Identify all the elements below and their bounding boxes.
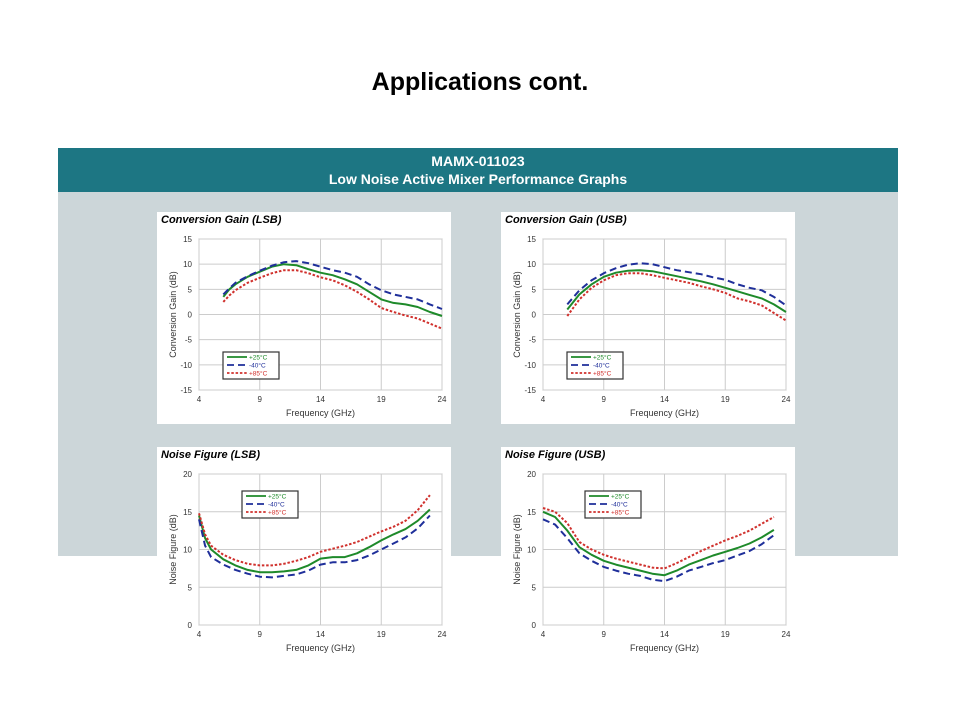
y-tick-label: 0 bbox=[532, 311, 537, 320]
chart-svg: Conversion Gain (USB) 15 10 5 0 -5 -10 -15 4 9 14 1… bbox=[505, 214, 791, 418]
x-tick-label: 24 bbox=[782, 395, 791, 404]
series-line bbox=[542, 507, 775, 570]
x-tick-label: 4 bbox=[197, 630, 202, 639]
chart-title: Noise Figure (USB) bbox=[505, 449, 606, 461]
legend-label: -40°C bbox=[611, 501, 628, 509]
series-line bbox=[222, 260, 443, 310]
y-axis-label: Conversion Gain (dB) bbox=[512, 271, 522, 358]
x-tick-label: 14 bbox=[316, 630, 325, 639]
x-tick-label: 24 bbox=[438, 630, 447, 639]
chart-svg: Conversion Gain (LSB) 15 10 5 0 -5 -10 -15 4 9 14 1… bbox=[161, 214, 447, 418]
y-tick-label: -10 bbox=[180, 361, 192, 370]
x-tick-label: 4 bbox=[197, 395, 202, 404]
series-line bbox=[542, 518, 775, 583]
series-line bbox=[198, 508, 431, 574]
x-tick-label: 19 bbox=[377, 395, 386, 404]
y-tick-label: -5 bbox=[185, 336, 193, 345]
y-tick-label: 15 bbox=[183, 235, 192, 244]
chart-conversion-gain-lsb: Conversion Gain (LSB) 15 10 5 0 -5 -10 -15 4 9 14 1… bbox=[157, 212, 451, 424]
y-tick-label: 10 bbox=[527, 260, 536, 269]
y-tick-label: 0 bbox=[188, 311, 193, 320]
y-tick-label: 5 bbox=[532, 583, 537, 592]
y-tick-label: 20 bbox=[527, 470, 536, 479]
x-tick-label: 9 bbox=[258, 630, 263, 639]
x-tick-label: 9 bbox=[602, 395, 607, 404]
x-tick-label: 14 bbox=[660, 630, 669, 639]
chart-title: Noise Figure (LSB) bbox=[161, 449, 260, 461]
x-axis-label: Frequency (GHz) bbox=[630, 643, 699, 653]
legend-label: +85°C bbox=[268, 509, 287, 517]
chart-title: Conversion Gain (LSB) bbox=[161, 214, 282, 226]
legend-label: +85°C bbox=[249, 370, 268, 378]
y-tick-label: 10 bbox=[527, 546, 536, 555]
x-tick-label: 4 bbox=[541, 395, 546, 404]
x-axis-label: Frequency (GHz) bbox=[286, 643, 355, 653]
y-tick-label: 15 bbox=[527, 235, 536, 244]
x-tick-label: 19 bbox=[721, 630, 730, 639]
chart-title: Conversion Gain (USB) bbox=[505, 214, 627, 226]
y-tick-label: 15 bbox=[527, 508, 536, 517]
x-tick-label: 24 bbox=[438, 395, 447, 404]
legend-label: +25°C bbox=[268, 493, 287, 501]
series-line bbox=[542, 510, 775, 577]
x-axis-label: Frequency (GHz) bbox=[286, 408, 355, 418]
x-axis-label: Frequency (GHz) bbox=[630, 408, 699, 418]
x-tick-label: 9 bbox=[258, 395, 263, 404]
y-tick-label: 5 bbox=[532, 285, 537, 294]
legend-label: +85°C bbox=[593, 370, 612, 378]
legend-label: -40°C bbox=[593, 362, 610, 370]
series-line bbox=[198, 514, 431, 579]
x-tick-label: 24 bbox=[782, 630, 791, 639]
part-number: MAMX-011023 bbox=[431, 153, 525, 169]
series-line bbox=[222, 269, 443, 330]
y-tick-label: 0 bbox=[188, 621, 193, 630]
legend-label: +25°C bbox=[593, 354, 612, 362]
legend: +25°C-40°C+85°C bbox=[241, 490, 299, 519]
y-tick-label: -15 bbox=[524, 386, 536, 395]
legend-label: -40°C bbox=[268, 501, 285, 509]
legend: +25°C-40°C+85°C bbox=[566, 351, 624, 380]
x-tick-label: 4 bbox=[541, 630, 546, 639]
legend-label: -40°C bbox=[249, 362, 266, 370]
y-axis-label: Noise Figure (dB) bbox=[512, 514, 522, 585]
chart-svg: Noise Figure (LSB) 20 15 10 5 04 9 14 19 24 Freque… bbox=[161, 449, 447, 653]
legend-label: +85°C bbox=[611, 509, 630, 517]
x-tick-label: 14 bbox=[660, 395, 669, 404]
y-axis-label: Conversion Gain (dB) bbox=[168, 271, 178, 358]
series-line bbox=[566, 272, 787, 322]
x-tick-label: 19 bbox=[721, 395, 730, 404]
chart-svg: Noise Figure (USB) 20 15 10 5 04 9 14 19 24 Freque… bbox=[505, 449, 791, 653]
x-tick-label: 14 bbox=[316, 395, 325, 404]
y-axis-label: Noise Figure (dB) bbox=[168, 514, 178, 585]
chart-conversion-gain-usb: Conversion Gain (USB) 15 10 5 0 -5 -10 -15 4 9 14 1… bbox=[501, 212, 795, 424]
y-tick-label: 20 bbox=[183, 470, 192, 479]
y-tick-label: 5 bbox=[188, 583, 193, 592]
legend: +25°C-40°C+85°C bbox=[584, 490, 642, 519]
y-tick-label: 10 bbox=[183, 546, 192, 555]
x-tick-label: 19 bbox=[377, 630, 386, 639]
slide-title: Applications cont. bbox=[371, 68, 589, 96]
y-tick-label: -15 bbox=[180, 386, 192, 395]
legend-label: +25°C bbox=[249, 354, 268, 362]
y-tick-label: 15 bbox=[183, 508, 192, 517]
y-tick-label: -10 bbox=[524, 361, 536, 370]
y-tick-label: 0 bbox=[532, 621, 537, 630]
legend: +25°C-40°C+85°C bbox=[222, 351, 280, 380]
series-line bbox=[566, 262, 787, 307]
chart-noise-figure-usb: Noise Figure (USB) 20 15 10 5 0 4 9 14 19 24 Freque… bbox=[501, 447, 795, 660]
legend-label: +25°C bbox=[611, 493, 630, 501]
y-tick-label: -5 bbox=[529, 336, 537, 345]
chart-noise-figure-lsb: Noise Figure (LSB) 20 15 10 5 0 4 9 14 19 24 Freque… bbox=[157, 447, 451, 660]
series-line bbox=[198, 494, 431, 567]
header-band: MAMX-011023 Low Noise Active Mixer Perfo… bbox=[58, 148, 898, 192]
series-line bbox=[222, 263, 443, 317]
header-subtitle: Low Noise Active Mixer Performance Graph… bbox=[328, 171, 628, 187]
x-tick-label: 9 bbox=[602, 630, 607, 639]
series-line bbox=[566, 269, 787, 313]
y-tick-label: 10 bbox=[183, 260, 192, 269]
y-tick-label: 5 bbox=[188, 285, 193, 294]
